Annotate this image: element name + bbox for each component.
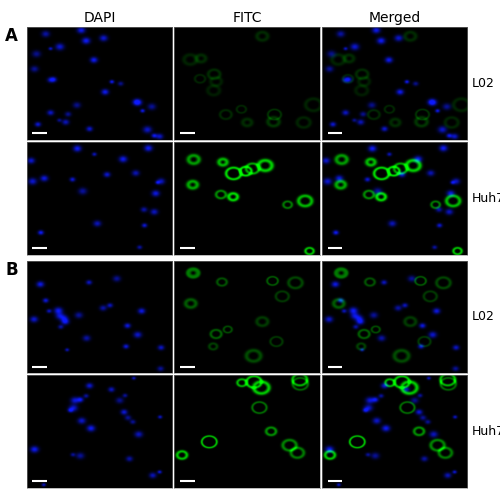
Text: Merged: Merged [368, 11, 421, 25]
Text: B: B [5, 261, 18, 279]
Text: Huh7: Huh7 [472, 425, 500, 438]
Text: L02: L02 [472, 77, 494, 90]
Text: DAPI: DAPI [83, 11, 116, 25]
Text: FITC: FITC [232, 11, 262, 25]
Text: Huh7: Huh7 [472, 192, 500, 205]
Text: L02: L02 [472, 310, 494, 324]
Text: A: A [5, 27, 18, 45]
